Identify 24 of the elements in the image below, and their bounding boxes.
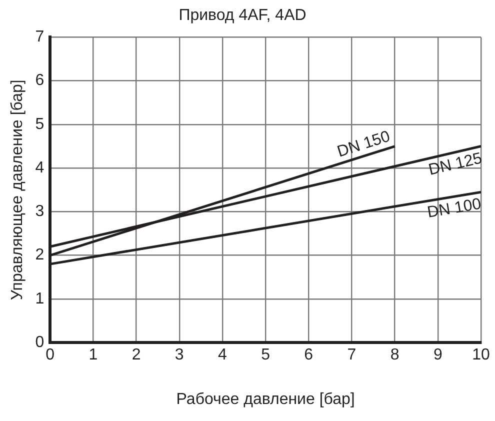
y-tick-label: 3 xyxy=(35,203,44,220)
x-tick-label: 1 xyxy=(88,346,98,364)
y-tick-label: 7 xyxy=(35,28,44,46)
x-tick-label: 4 xyxy=(218,346,228,364)
x-axis-title: Рабочее давление [бар] xyxy=(176,390,355,408)
y-tick-label: 0 xyxy=(35,334,44,352)
y-tick-label: 1 xyxy=(35,290,44,308)
chart-title: Привод 4AF, 4AD xyxy=(178,7,306,24)
x-tick-label: 10 xyxy=(472,346,490,364)
y-tick-label: 2 xyxy=(35,246,44,264)
text: DN 100 xyxy=(426,196,482,222)
y-axis-title: Управляющее давление [бар] xyxy=(9,80,26,300)
y-tick-label: 4 xyxy=(35,159,44,176)
x-tick-label: 6 xyxy=(304,346,314,364)
x-tick-label: 3 xyxy=(174,346,184,364)
x-tick-label: 2 xyxy=(132,346,141,364)
text: DN 125 xyxy=(427,150,484,179)
x-tick-label: 8 xyxy=(390,346,400,364)
x-tick-label: 5 xyxy=(261,346,270,364)
y-tick-label: 6 xyxy=(35,72,44,90)
x-tick-label: 7 xyxy=(347,346,356,364)
text: DN 150 xyxy=(335,128,392,161)
y-tick-label: 5 xyxy=(35,116,44,133)
x-tick-label: 9 xyxy=(433,346,442,364)
